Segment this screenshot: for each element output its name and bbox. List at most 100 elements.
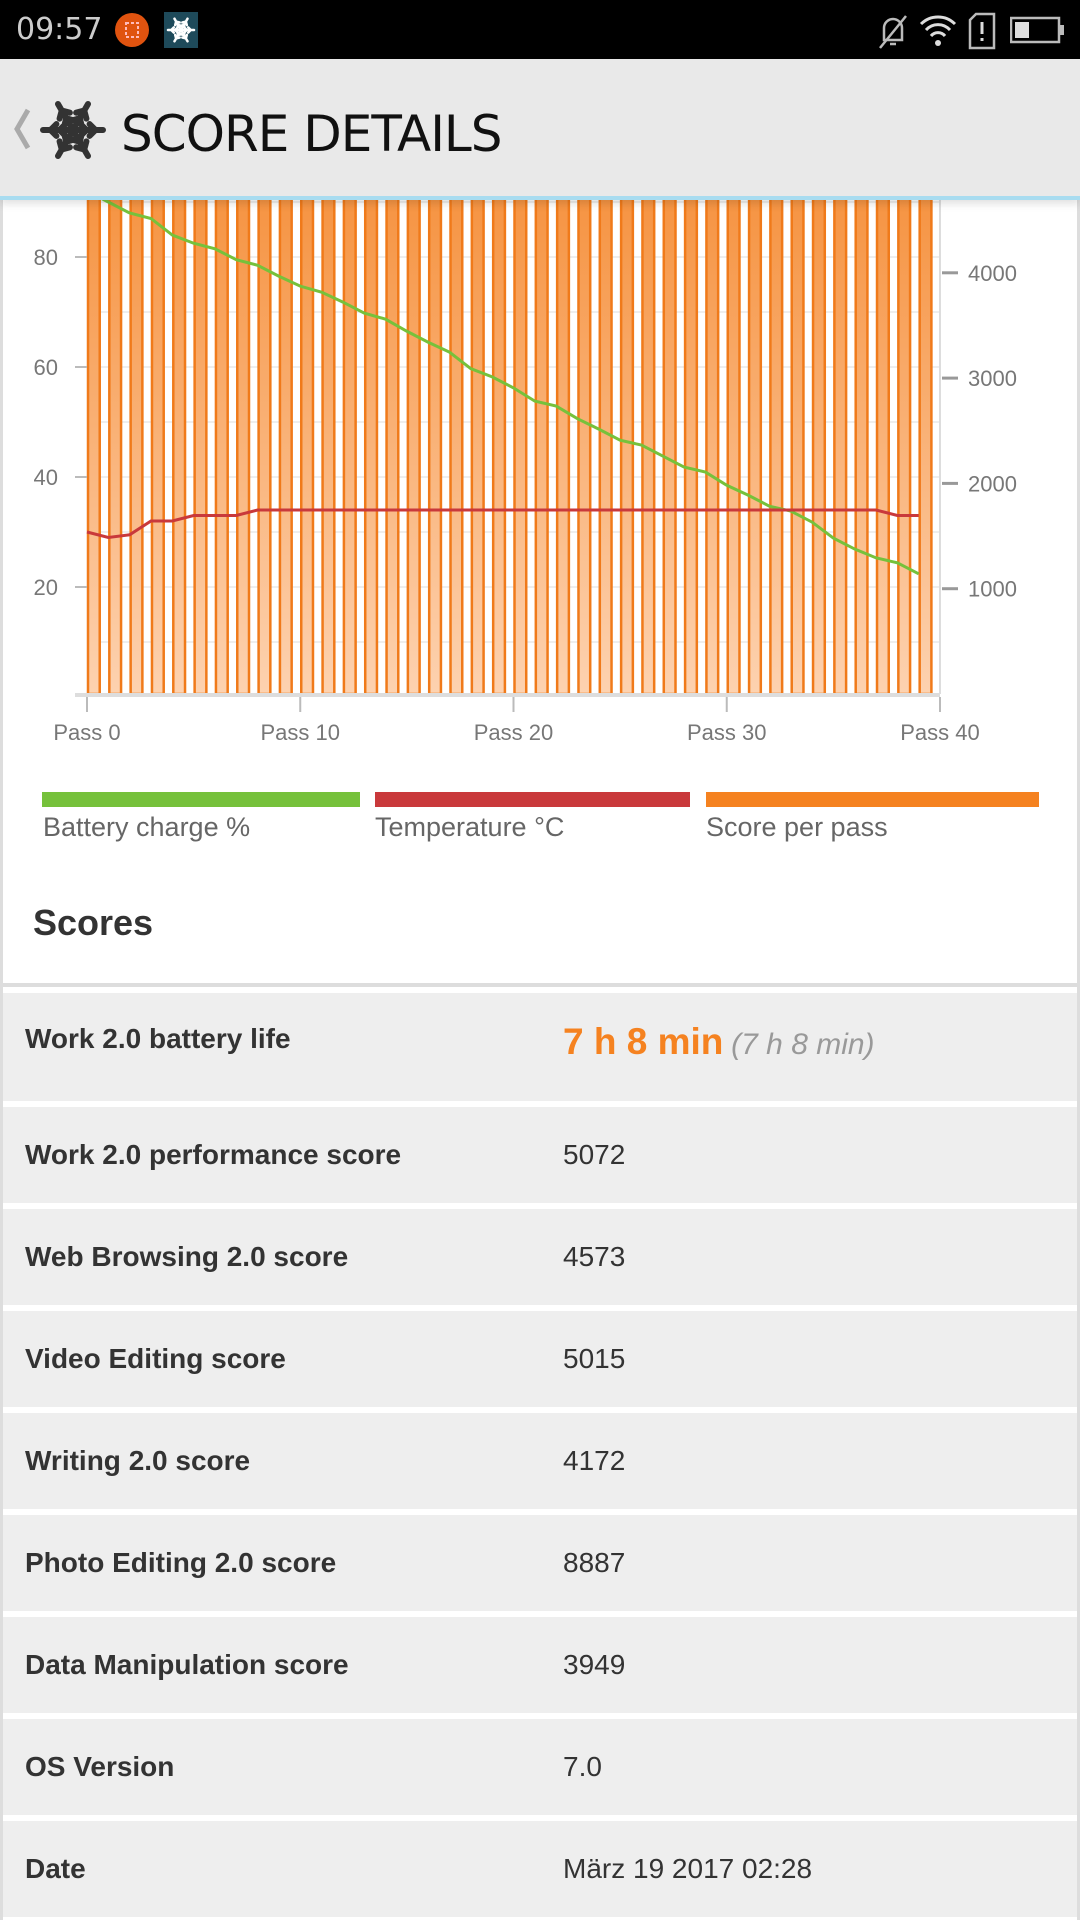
score-bar xyxy=(790,158,805,696)
row-value: 4172 xyxy=(563,1445,626,1476)
clock: 09:57 xyxy=(16,12,103,47)
snowflake-icon xyxy=(40,101,106,159)
left-tick-label: 20 xyxy=(34,575,58,600)
score-row: Data Manipulation score 3949 xyxy=(3,1617,1077,1713)
wifi-icon xyxy=(919,15,957,46)
snowflake-shape xyxy=(40,101,106,159)
score-bar xyxy=(257,158,272,696)
score-row: Video Editing score 5015 xyxy=(3,1311,1077,1407)
score-bar xyxy=(555,158,571,696)
battery-life-subvalue: (7 h 8 min) xyxy=(731,1028,875,1061)
score-row: Writing 2.0 score 4172 xyxy=(3,1413,1077,1509)
row-label: Web Browsing 2.0 score xyxy=(25,1241,349,1272)
score-bar xyxy=(300,158,315,696)
page-title: SCORE DETAILS xyxy=(121,105,503,163)
score-bar xyxy=(193,158,208,696)
app-header: SCORE DETAILS xyxy=(0,59,1080,200)
row-label: Data Manipulation score xyxy=(25,1649,349,1680)
score-bar xyxy=(406,158,421,696)
legend-label-battery: Battery charge % xyxy=(43,812,251,842)
score-bar xyxy=(470,158,485,696)
row-value: 4573 xyxy=(563,1241,626,1272)
screenshot-icon xyxy=(115,13,149,47)
score-bar xyxy=(513,158,528,696)
score-bar xyxy=(86,158,101,696)
left-tick-label: 60 xyxy=(34,355,58,380)
card-border-right xyxy=(1077,200,1080,1920)
row-label: Writing 2.0 score xyxy=(25,1445,251,1476)
scores-heading: Scores xyxy=(33,902,154,943)
score-row: Date März 19 2017 02:28 xyxy=(3,1821,1077,1917)
legend-swatch-battery xyxy=(42,792,360,807)
score-bar xyxy=(726,158,741,696)
right-tick-label: 4000 xyxy=(968,261,1017,286)
score-bar xyxy=(918,158,933,696)
snowflake-app-icon xyxy=(164,12,198,48)
temperature-line xyxy=(86,508,919,540)
score-bar xyxy=(214,158,229,696)
x-tick-label: Pass 40 xyxy=(900,720,980,745)
battery-life-value: 7 h 8 min xyxy=(563,1021,724,1062)
row-label: OS Version xyxy=(25,1751,175,1782)
score-bar xyxy=(705,158,720,696)
score-bar xyxy=(534,158,549,696)
score-bar xyxy=(108,158,123,696)
score-bar xyxy=(833,158,848,696)
x-tick-label: Pass 20 xyxy=(474,720,554,745)
score-bar xyxy=(875,158,891,696)
legend-swatch-score xyxy=(706,792,1039,807)
row-label: Video Editing score xyxy=(25,1343,286,1374)
score-bar xyxy=(385,158,400,696)
right-tick-label: 2000 xyxy=(968,471,1017,496)
score-bar xyxy=(683,158,699,696)
battery-icon xyxy=(1010,16,1064,44)
snowflake-shape xyxy=(166,17,196,43)
score-bar xyxy=(236,158,251,696)
score-bar xyxy=(811,158,827,696)
score-bar xyxy=(854,158,869,696)
row-value: 7 h 8 min (7 h 8 min) xyxy=(563,1021,875,1063)
left-tick-label: 40 xyxy=(34,465,58,490)
sim-alert-icon xyxy=(968,12,996,50)
score-bar xyxy=(342,158,357,696)
score-bar xyxy=(321,158,336,696)
score-row: Photo Editing 2.0 score 8887 xyxy=(3,1515,1077,1611)
x-tick-label: Pass 0 xyxy=(53,720,120,745)
chevron-left-icon[interactable] xyxy=(12,107,32,151)
row-value: 5015 xyxy=(563,1343,626,1374)
score-bar xyxy=(619,158,635,696)
score-row: OS Version 7.0 xyxy=(3,1719,1077,1815)
card-border-left xyxy=(0,200,3,1920)
score-row-battery-life: Work 2.0 battery life 7 h 8 min (7 h 8 m… xyxy=(3,993,1077,1101)
right-tick-label: 1000 xyxy=(968,577,1017,602)
left-tick-label: 80 xyxy=(34,245,58,270)
row-label: Work 2.0 battery life xyxy=(25,1023,291,1054)
score-bar xyxy=(129,158,144,696)
score-row: Web Browsing 2.0 score 4573 xyxy=(3,1209,1077,1305)
muted-bell-icon xyxy=(879,15,907,49)
row-value: März 19 2017 02:28 xyxy=(563,1853,813,1884)
score-bar xyxy=(662,158,677,696)
row-value: 5072 xyxy=(563,1139,626,1170)
row-value: 8887 xyxy=(563,1547,626,1578)
row-label: Work 2.0 performance score xyxy=(25,1139,402,1170)
score-bar xyxy=(278,158,293,696)
battery-chart: 20 40 60 80 1000 2000 3000 4000 Pass 0 Pass 10 Pas… xyxy=(34,158,1017,745)
legend-swatch-temperature xyxy=(375,792,690,807)
row-value: 7.0 xyxy=(563,1751,602,1782)
score-bar xyxy=(577,158,592,696)
score-bar xyxy=(427,158,443,696)
score-bar xyxy=(491,158,507,696)
legend-label-score: Score per pass xyxy=(706,812,888,842)
row-label: Date xyxy=(25,1853,86,1884)
x-tick-label: Pass 30 xyxy=(687,720,767,745)
score-bar xyxy=(449,158,464,696)
score-bar xyxy=(150,158,165,696)
score-row: Work 2.0 performance score 5072 xyxy=(3,1107,1077,1203)
score-bar xyxy=(897,158,912,696)
row-value: 3949 xyxy=(563,1649,626,1680)
score-bar xyxy=(598,158,613,696)
right-tick-label: 3000 xyxy=(968,366,1017,391)
score-bar xyxy=(747,158,763,696)
score-bar xyxy=(363,158,379,696)
